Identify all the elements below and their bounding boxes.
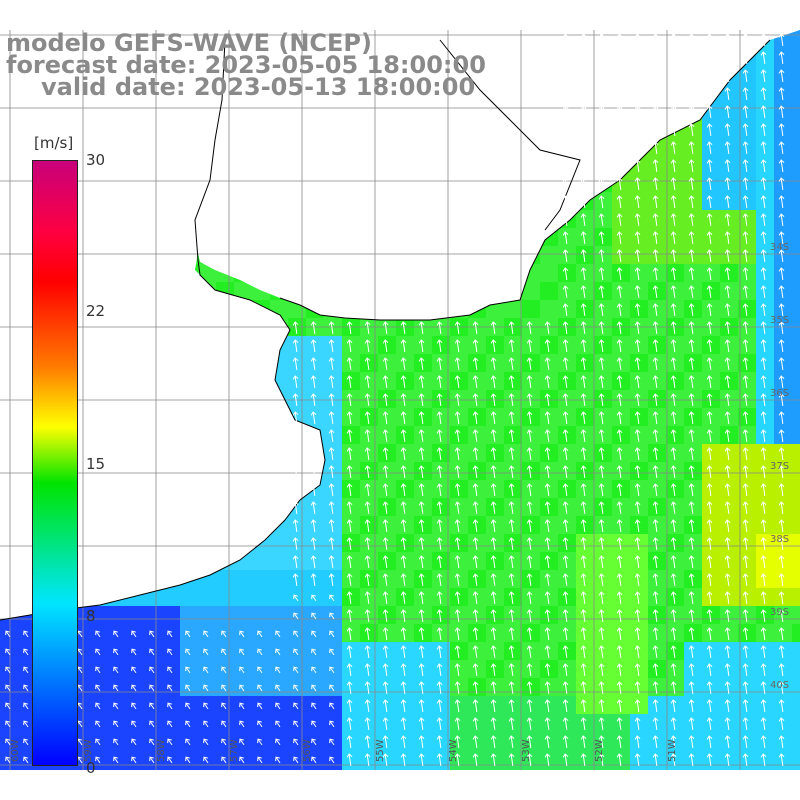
lon-label: 57W [229,739,240,762]
colorbar-unit: [m/s] [34,134,74,152]
lat-label: 36S [770,388,789,399]
lon-label: 55W [375,739,386,762]
valid-date: valid date: 2023-05-13 18:00:00 [41,73,476,101]
lon-label: 56W [302,739,313,762]
lon-label: 51W [667,739,678,762]
lon-label: 59W [83,739,94,762]
model-title: modelo GEFS-WAVE (NCEP) [6,29,372,57]
lon-label: 60W [10,739,21,762]
longitude-labels: 60W 59W 58W 57W 56W 55W 54W 53W 52W 51W [10,739,678,762]
lat-label: 34S [770,242,789,253]
coastline [0,39,771,621]
lat-label: 40S [770,680,789,691]
colorbar-tick-8: 8 [86,607,96,625]
lat-label: 35S [770,315,789,326]
lon-label: 52W [594,739,605,762]
lon-label: 53W [521,739,532,762]
latitude-labels: 34S 35S 36S 37S 38S 39S 40S [770,242,789,691]
lat-lon-grid [0,30,800,770]
colorbar [32,160,78,766]
lon-label: 58W [156,739,167,762]
lon-label: 54W [448,739,459,762]
lat-label: 39S [770,607,789,618]
wind-direction-arrows [5,33,785,767]
colorbar-tick-15: 15 [86,455,106,473]
colorbar-tick-30: 30 [86,151,106,169]
lat-label: 38S [770,534,789,545]
colorbar-tick-0: 0 [86,759,96,777]
forecast-date: forecast date: 2023-05-05 18:00:00 [6,51,486,79]
lat-label: 37S [770,461,789,472]
colorbar-tick-22: 22 [86,302,106,320]
